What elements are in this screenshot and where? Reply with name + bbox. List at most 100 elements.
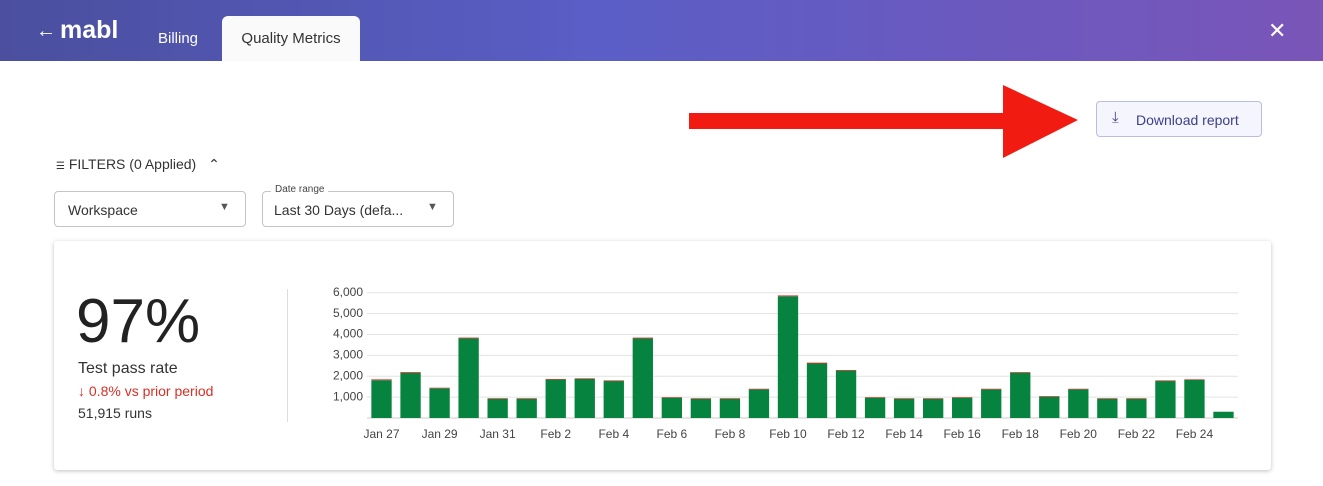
x-tick-label: Feb 16 (944, 427, 982, 441)
bar-segment (603, 380, 624, 382)
y-tick-label: 4,000 (333, 327, 363, 341)
back-arrow[interactable]: ← (36, 20, 56, 42)
bar-segment (835, 370, 857, 418)
bar-segment (1039, 396, 1060, 418)
x-tick-label: Feb 2 (540, 427, 571, 441)
change: ↓ 0.8% vs prior period (78, 383, 213, 399)
bar-segment (777, 296, 799, 418)
header: ← mabl Billing Quality Metrics ✕ (0, 0, 1323, 61)
bar-segment (1068, 388, 1089, 390)
x-tick-label: Feb 14 (885, 427, 923, 441)
bar-segment (1213, 411, 1234, 418)
x-tick-label: Jan 29 (422, 427, 458, 441)
bar-segment (835, 369, 857, 371)
download-button[interactable]: ⤓ Download report (1096, 101, 1262, 137)
date-range-select[interactable]: Date range Last 30 Days (defa... ▼ (262, 184, 454, 227)
bar-segment (719, 398, 741, 399)
bar-segment (1126, 398, 1147, 399)
button-label: Download report (1136, 112, 1239, 128)
bar-segment (981, 388, 1002, 390)
select-value: Last 30 Days (defa... (274, 202, 404, 218)
bar-segment (400, 372, 421, 418)
workspace-select[interactable]: Workspace ▼ (54, 191, 246, 227)
bar-segment (864, 397, 886, 418)
bar-segment (893, 398, 915, 418)
bar-segment (981, 389, 1002, 418)
y-tick-label: 6,000 (333, 285, 363, 299)
bar-segment (516, 398, 537, 399)
bar-segment (429, 387, 450, 389)
divider (287, 289, 288, 422)
bar-segment (1126, 398, 1147, 418)
filters-title: FILTERS (68, 156, 126, 172)
bar-segment (1184, 379, 1205, 418)
dropdown-icon: ▼ (427, 201, 438, 213)
y-tick-label: 1,000 (333, 389, 363, 403)
bar-segment (516, 398, 537, 418)
bar-segment (632, 338, 653, 418)
bar-segment (952, 397, 973, 418)
bar-segment (1097, 398, 1118, 418)
red-arrow (689, 85, 1078, 158)
x-tick-label: Feb 22 (1118, 427, 1156, 441)
bar-segment (748, 388, 770, 390)
bar-segment (864, 397, 886, 398)
bar-segment (922, 398, 944, 418)
close-button[interactable]: ✕ (1268, 18, 1287, 43)
x-tick-label: Feb 18 (1002, 427, 1040, 441)
y-tick-label: 5,000 (333, 306, 363, 320)
bar-segment (1039, 396, 1060, 397)
bar-segment (806, 363, 828, 418)
filters-toggle[interactable]: ☰ FILTERS (0 Applied) ⌃ (56, 156, 220, 173)
bar-segment (661, 397, 683, 398)
bar-segment (545, 378, 566, 380)
chart: 1,000 2,000 3,000 4,000 5,000 6,000 Jan 27 Jan … (333, 285, 1238, 441)
tab[interactable]: Quality Metrics (222, 16, 360, 61)
bar-segment (603, 381, 624, 418)
x-tick-label: Feb 20 (1060, 427, 1098, 441)
bar-segment (574, 378, 595, 418)
dropdown-icon: ▼ (219, 201, 230, 213)
filters-applied: (0 Applied) (129, 156, 197, 172)
down-icon: ↓ (78, 383, 89, 399)
bar-segment (371, 379, 392, 381)
bar-segment (458, 338, 479, 418)
change-text: 0.8% vs prior period (88, 383, 214, 399)
bar-segment (690, 398, 712, 399)
bar-segment (777, 295, 799, 297)
bar-segment (1155, 381, 1176, 418)
tab[interactable]: Billing (157, 30, 199, 47)
y-tick-label: 2,000 (333, 368, 363, 382)
x-tick-label: Feb 24 (1176, 427, 1214, 441)
select-value: Workspace (68, 202, 138, 218)
select-label: Date range (271, 184, 329, 195)
bar-segment (400, 372, 421, 373)
bar-segment (545, 379, 566, 418)
bar-segment (893, 398, 915, 399)
x-tick-label: Feb 6 (657, 427, 688, 441)
x-tick-label: Feb 4 (598, 427, 629, 441)
pass-rate: 97% (76, 287, 201, 356)
bar-segment (690, 398, 712, 418)
bar-segment (1010, 372, 1031, 418)
bar-segment (1068, 389, 1089, 418)
bar-segment (719, 398, 741, 418)
filter-icon: ☰ (56, 161, 65, 172)
y-tick-label: 3,000 (333, 348, 363, 362)
bar-segment (952, 397, 973, 398)
bar-segment (1155, 380, 1176, 382)
bar-segment (458, 337, 479, 339)
x-tick-label: Feb 8 (715, 427, 746, 441)
bar-segment (632, 337, 653, 339)
bar-segment (487, 398, 508, 418)
runs: 51,915 runs (78, 405, 152, 421)
bar-segment (1184, 379, 1205, 380)
logo[interactable]: mabl (60, 16, 119, 44)
x-tick-label: Feb 12 (827, 427, 865, 441)
bar-segment (806, 362, 828, 364)
bar-segment (429, 388, 450, 418)
pass-rate-label: Test pass rate (78, 360, 178, 377)
x-tick-label: Jan 31 (480, 427, 516, 441)
bar-segment (1010, 372, 1031, 373)
x-tick-label: Feb 10 (769, 427, 807, 441)
